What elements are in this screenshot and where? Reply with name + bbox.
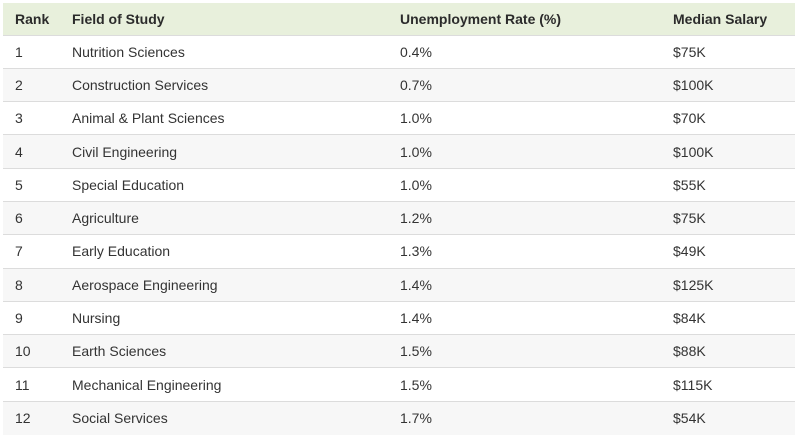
cell-median-salary: $84K [673, 310, 706, 327]
cell-unemployment-rate: 1.5% [400, 343, 432, 360]
data-table-container: Rank Field of Study Unemployment Rate (%… [3, 3, 795, 435]
cell-field-of-study: Aerospace Engineering [72, 276, 218, 293]
cell-median-salary: $115K [673, 376, 713, 393]
cell-field-of-study: Construction Services [72, 76, 209, 93]
cell-median-salary: $49K [673, 243, 706, 260]
table-header: Rank Field of Study Unemployment Rate (%… [3, 3, 795, 35]
cell-unemployment-rate: 1.3% [400, 243, 432, 260]
cell-unemployment-rate: 0.7% [400, 76, 432, 93]
cell-unemployment-rate: 1.2% [400, 210, 432, 227]
cell-rank: 9 [15, 310, 23, 327]
cell-unemployment-rate: 1.7% [400, 410, 432, 427]
cell-median-salary: $55K [673, 176, 706, 193]
cell-unemployment-rate: 1.5% [400, 376, 432, 393]
cell-unemployment-rate: 1.4% [400, 276, 432, 293]
cell-unemployment-rate: 1.4% [400, 310, 432, 327]
table-row: 1 Nutrition Sciences 0.4% $75K [3, 35, 795, 69]
cell-rank: 12 [15, 410, 31, 427]
cell-rank: 7 [15, 243, 23, 260]
cell-median-salary: $125K [673, 276, 714, 293]
cell-rank: 5 [15, 176, 23, 193]
cell-median-salary: $100K [673, 143, 714, 160]
table-row: 2 Construction Services 0.7% $100K [3, 68, 795, 102]
cell-rank: 1 [15, 43, 23, 60]
cell-median-salary: $75K [673, 210, 706, 227]
cell-unemployment-rate: 1.0% [400, 110, 432, 127]
unemployment-table: Rank Field of Study Unemployment Rate (%… [3, 3, 795, 435]
table-body: 1 Nutrition Sciences 0.4% $75K 2 Construction… [3, 35, 795, 435]
cell-field-of-study: Animal & Plant Sciences [72, 110, 225, 127]
cell-median-salary: $70K [673, 110, 706, 127]
cell-field-of-study: Agriculture [72, 210, 139, 227]
cell-rank: 10 [15, 343, 31, 360]
cell-field-of-study: Mechanical Engineering [72, 376, 222, 393]
header-rank: Rank [15, 10, 50, 27]
table-row: 12 Social Services 1.7% $54K [3, 401, 795, 435]
cell-median-salary: $88K [673, 343, 706, 360]
table-row: 8 Aerospace Engineering 1.4% $125K [3, 268, 795, 302]
cell-median-salary: $100K [673, 76, 714, 93]
cell-field-of-study: Nursing [72, 310, 121, 327]
cell-median-salary: $54K [673, 410, 706, 427]
cell-unemployment-rate: 0.4% [400, 43, 432, 60]
header-median-salary: Median Salary [673, 10, 768, 27]
table-row: 6 Agriculture 1.2% $75K [3, 201, 795, 235]
header-field-of-study: Field of Study [72, 10, 165, 27]
table-row: 4 Civil Engineering 1.0% $100K [3, 134, 795, 169]
cell-field-of-study: Civil Engineering [72, 143, 178, 160]
cell-rank: 11 [15, 376, 30, 393]
header-unemployment-rate: Unemployment Rate (%) [400, 10, 562, 27]
cell-unemployment-rate: 1.0% [400, 176, 432, 193]
table-row: 9 Nursing 1.4% $84K [3, 301, 795, 335]
cell-rank: 2 [15, 76, 23, 93]
header-row: Rank Field of Study Unemployment Rate (%… [3, 3, 795, 35]
table-row: 7 Early Education 1.3% $49K [3, 234, 795, 269]
cell-unemployment-rate: 1.0% [400, 143, 432, 160]
cell-field-of-study: Nutrition Sciences [72, 43, 185, 60]
cell-field-of-study: Early Education [72, 243, 171, 260]
table-row: 10 Earth Sciences 1.5% $88K [3, 334, 795, 368]
cell-median-salary: $75K [673, 43, 706, 60]
cell-rank: 6 [15, 210, 23, 227]
cell-rank: 3 [15, 110, 23, 127]
cell-field-of-study: Social Services [72, 410, 168, 427]
table-row: 3 Animal & Plant Sciences 1.0% $70K [3, 101, 795, 135]
table-row: 5 Special Education 1.0% $55K [3, 168, 795, 202]
cell-rank: 4 [15, 143, 23, 160]
table-row: 11 Mechanical Engineering 1.5% $115K [3, 367, 795, 402]
cell-field-of-study: Special Education [72, 176, 185, 193]
cell-rank: 8 [15, 276, 23, 293]
cell-field-of-study: Earth Sciences [72, 343, 167, 360]
